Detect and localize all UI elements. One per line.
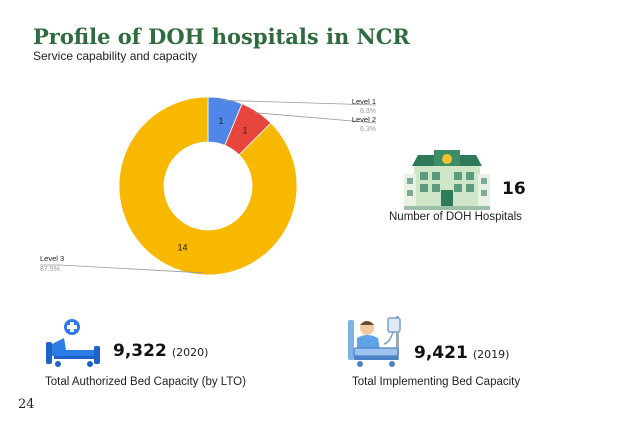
donut-leader-line xyxy=(254,112,377,124)
donut-slice-level-3 xyxy=(118,96,298,276)
donut-category-label: Level 3 xyxy=(40,254,64,263)
patient-bed-icon xyxy=(348,316,401,367)
donut-leader-line xyxy=(40,264,205,274)
hospital-count-value: 16 xyxy=(502,179,526,199)
donut-percent-label: 6.3% xyxy=(360,126,376,133)
authorized-beds-year: (2020) xyxy=(171,346,209,359)
donut-category-label: Level 2 xyxy=(352,115,376,124)
donut-value-label: 1 xyxy=(242,126,247,136)
donut-percent-label: 87.5% xyxy=(40,266,60,273)
implementing-beds-stat: 9,421 (2019) xyxy=(414,343,509,363)
donut-leader-line xyxy=(223,99,377,106)
authorized-beds-caption: Total Authorized Bed Capacity (by LTO) xyxy=(45,376,246,388)
page-subtitle: Service capability and capacity xyxy=(33,49,198,63)
hospital-count-caption: Number of DOH Hospitals xyxy=(389,211,522,223)
implementing-beds-year: (2019) xyxy=(472,348,510,361)
authorized-beds-stat: 9,322 (2020) xyxy=(113,341,208,361)
donut-category-label: Level 1 xyxy=(352,97,376,106)
authorized-beds-value: 9,322 xyxy=(113,341,167,361)
implementing-beds-caption: Total Implementing Bed Capacity xyxy=(352,376,521,388)
page-number: 24 xyxy=(18,397,35,412)
donut-value-label: 14 xyxy=(178,242,188,252)
page-title: Profile of DOH hospitals in NCR xyxy=(33,24,410,49)
implementing-beds-value: 9,421 xyxy=(414,343,468,363)
donut-value-label: 1 xyxy=(218,116,223,126)
donut-percent-label: 6.3% xyxy=(360,108,376,115)
hospital-building-icon xyxy=(404,150,490,210)
hospital-bed-icon xyxy=(46,319,100,367)
